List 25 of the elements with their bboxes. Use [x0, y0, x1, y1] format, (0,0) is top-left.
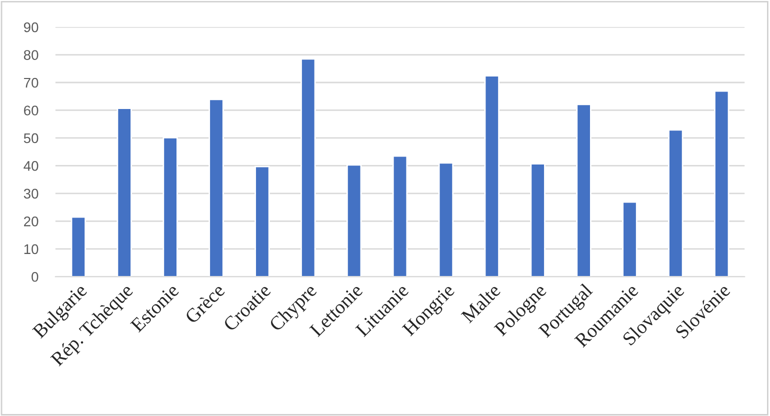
- y-tick-label: 20: [24, 216, 38, 226]
- y-tick-label: 10: [24, 244, 38, 254]
- bar: [208, 98, 224, 277]
- bar: [438, 162, 454, 277]
- bar: [346, 164, 362, 277]
- y-tick-label: 0: [32, 272, 38, 282]
- bar: [484, 75, 500, 277]
- y-tick-label: 80: [24, 50, 38, 60]
- bar: [714, 90, 730, 277]
- y-tick-label: 90: [24, 22, 38, 32]
- y-tick-label: 60: [24, 106, 38, 116]
- bar: [116, 108, 132, 277]
- bar: [622, 201, 638, 277]
- bar: [300, 58, 316, 277]
- bar: [576, 104, 592, 277]
- bar: [668, 129, 684, 277]
- y-tick-label: 30: [24, 188, 38, 199]
- y-tick-label: 40: [24, 161, 38, 171]
- y-tick-label: 50: [24, 133, 38, 144]
- bar: [392, 155, 408, 277]
- bar: [162, 137, 178, 277]
- bar: [254, 166, 270, 277]
- bar: [530, 163, 546, 277]
- y-tick-label: 70: [24, 78, 38, 88]
- bar: [70, 216, 86, 277]
